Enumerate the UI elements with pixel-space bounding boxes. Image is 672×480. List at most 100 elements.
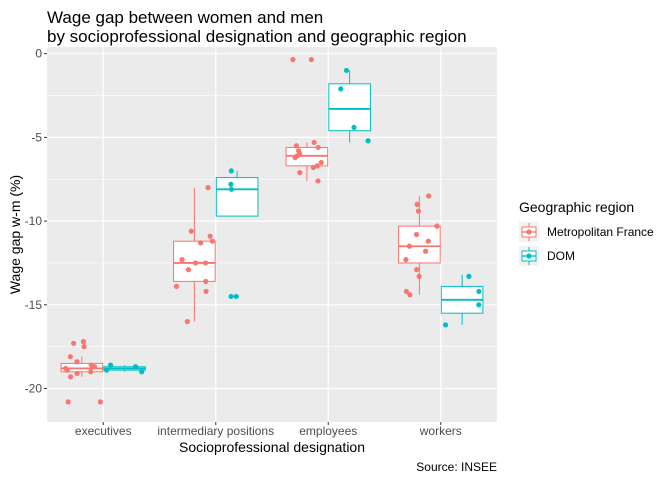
box-1-3 bbox=[440, 274, 484, 325]
x-tick-label: executives bbox=[75, 424, 132, 438]
data-point bbox=[228, 186, 235, 192]
data-point bbox=[338, 86, 344, 92]
legend: Geographic region Metropolitan France DOM bbox=[519, 199, 654, 266]
data-point bbox=[315, 144, 321, 151]
data-point bbox=[139, 369, 145, 375]
data-point bbox=[203, 288, 209, 295]
y-tick-label: 0 bbox=[35, 47, 42, 61]
jitter-points-layer bbox=[62, 56, 482, 405]
y-tick-label: -20 bbox=[25, 382, 43, 396]
data-point bbox=[442, 322, 449, 328]
data-point bbox=[426, 193, 432, 199]
data-point bbox=[351, 124, 357, 130]
data-point bbox=[107, 362, 114, 368]
legend-title: Geographic region bbox=[519, 199, 634, 215]
data-point bbox=[104, 367, 110, 373]
data-point bbox=[184, 318, 190, 325]
data-point bbox=[407, 292, 413, 298]
data-point bbox=[308, 56, 314, 63]
legend-key-point bbox=[526, 229, 532, 235]
chart-title-line-1: Wage gap between women and men bbox=[47, 8, 323, 27]
data-point bbox=[88, 369, 94, 375]
data-point bbox=[80, 339, 87, 345]
source-caption: Source: INSEE bbox=[416, 460, 497, 474]
data-point bbox=[403, 257, 409, 263]
data-point bbox=[318, 159, 324, 166]
data-point bbox=[290, 56, 296, 63]
data-point bbox=[434, 223, 440, 229]
y-axis-title: Wage gap w-m (%) bbox=[7, 175, 23, 294]
legend-key-1 bbox=[519, 246, 539, 266]
data-point bbox=[343, 67, 350, 74]
data-point bbox=[476, 302, 482, 308]
data-point bbox=[64, 367, 70, 373]
box-1-2 bbox=[328, 70, 371, 143]
x-tick-label: intermediary positions bbox=[157, 424, 274, 438]
y-tick-label: -5 bbox=[31, 130, 42, 144]
box-1-1 bbox=[215, 170, 259, 217]
data-point bbox=[197, 240, 204, 246]
legend-key-0 bbox=[519, 222, 539, 242]
data-point bbox=[209, 238, 216, 244]
data-point bbox=[188, 228, 194, 234]
data-point bbox=[425, 238, 431, 244]
data-point bbox=[228, 181, 234, 187]
x-tick-label: employees bbox=[299, 424, 357, 438]
data-point bbox=[132, 364, 139, 370]
data-point bbox=[416, 273, 422, 279]
data-point bbox=[205, 185, 211, 191]
x-axis: executives intermediary positions employee… bbox=[75, 422, 462, 438]
data-point bbox=[233, 293, 239, 300]
data-point bbox=[293, 143, 299, 149]
x-tick-label: workers bbox=[419, 424, 462, 438]
data-point bbox=[292, 154, 298, 161]
data-point bbox=[365, 138, 371, 144]
legend-label-1: DOM bbox=[547, 249, 575, 263]
data-point bbox=[413, 231, 420, 238]
data-point bbox=[311, 139, 317, 146]
chart-title-line-2: by socioprofessional designation and geo… bbox=[47, 27, 467, 46]
data-point bbox=[65, 399, 71, 405]
legend-label-0: Metropolitan France bbox=[547, 225, 654, 239]
data-point bbox=[97, 399, 103, 405]
y-tick-label: -10 bbox=[25, 214, 43, 228]
data-point bbox=[74, 370, 80, 377]
data-point bbox=[67, 374, 74, 380]
data-point bbox=[203, 278, 209, 284]
data-point bbox=[71, 340, 77, 346]
data-point bbox=[179, 257, 185, 263]
data-point bbox=[67, 354, 73, 360]
data-point bbox=[228, 293, 234, 300]
data-point bbox=[415, 208, 421, 214]
data-point bbox=[185, 267, 192, 273]
data-point bbox=[192, 260, 199, 266]
data-point bbox=[310, 164, 316, 171]
data-point bbox=[202, 260, 209, 266]
data-point bbox=[92, 364, 98, 370]
data-point bbox=[297, 169, 303, 176]
data-point bbox=[74, 359, 80, 365]
data-point bbox=[414, 201, 420, 207]
data-point bbox=[423, 248, 429, 254]
y-axis: 0 -5 -10 -15 -20 bbox=[25, 47, 47, 396]
box-layer bbox=[60, 70, 484, 377]
legend-key-point bbox=[526, 253, 532, 259]
box-iqr bbox=[398, 225, 441, 264]
data-point bbox=[414, 267, 420, 273]
box-iqr bbox=[328, 83, 371, 132]
data-point bbox=[173, 283, 180, 289]
data-point bbox=[476, 288, 482, 295]
x-axis-title: Socioprofessional designation bbox=[179, 439, 365, 455]
y-tick-label: -15 bbox=[25, 298, 43, 312]
data-point bbox=[207, 233, 213, 239]
data-point bbox=[81, 344, 87, 350]
data-point bbox=[315, 178, 321, 184]
box-1-0 bbox=[103, 365, 146, 372]
data-point bbox=[406, 243, 412, 249]
data-point bbox=[403, 288, 409, 295]
data-point bbox=[466, 273, 472, 279]
grid-lines bbox=[47, 47, 497, 422]
data-point bbox=[228, 168, 234, 174]
